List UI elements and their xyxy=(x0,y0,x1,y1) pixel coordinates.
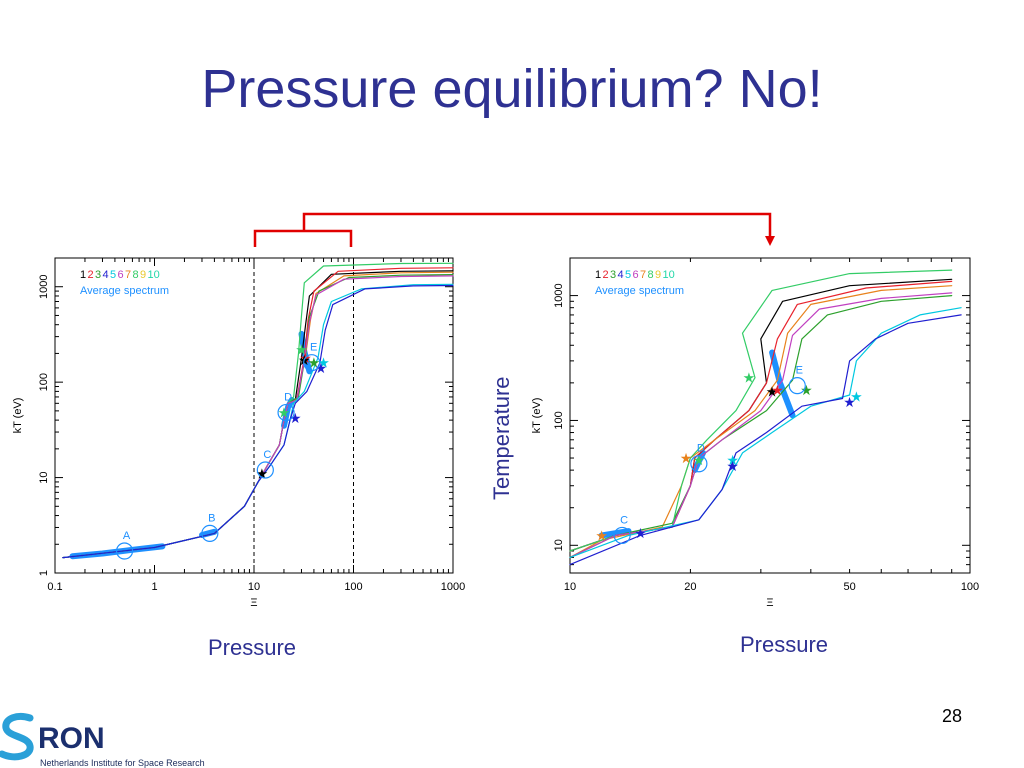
x-tick-label: 0.1 xyxy=(47,581,62,593)
star-marker: ★ xyxy=(843,394,856,410)
star-marker: ★ xyxy=(771,382,784,398)
x-tick-label: 100 xyxy=(961,581,979,593)
annotation-label: A xyxy=(123,530,131,542)
plot-frame xyxy=(569,257,971,574)
x-tick-label: 10 xyxy=(564,581,576,593)
annotation-circle xyxy=(115,542,134,560)
legend-number: 10 xyxy=(663,269,675,281)
average-spectrum-line xyxy=(298,330,313,375)
legend-number: 7 xyxy=(125,269,131,281)
legend-number: 5 xyxy=(625,269,631,281)
sron-logo-subtitle: Netherlands Institute for Space Research xyxy=(40,758,205,768)
x-tick-label: 10 xyxy=(248,581,260,593)
y-axis-label: kT (eV) xyxy=(12,398,24,434)
spectrum-line-6 xyxy=(569,295,953,558)
x-tick-label: 50 xyxy=(843,581,855,593)
spectrum-line-8 xyxy=(569,292,953,558)
y-tick-label: 1000 xyxy=(38,274,50,298)
star-marker: ★ xyxy=(800,382,813,398)
legend-number: 1 xyxy=(80,269,86,281)
x-tick-label: 1 xyxy=(151,581,157,593)
star-marker: ★ xyxy=(680,450,693,466)
average-spectrum-line xyxy=(199,528,218,538)
legend-number: 8 xyxy=(133,269,139,281)
star-marker: ★ xyxy=(308,355,321,371)
star-marker: ★ xyxy=(726,452,739,468)
annotation-label: E xyxy=(310,342,317,354)
star-marker: ★ xyxy=(295,341,308,357)
legend-number: 10 xyxy=(148,269,160,281)
y-tick-label: 1000 xyxy=(553,283,565,307)
x-tick-label: 100 xyxy=(344,581,362,593)
star-marker: ★ xyxy=(743,370,756,386)
annotation-label: D xyxy=(697,443,705,455)
star-marker: ★ xyxy=(317,355,330,371)
y-tick-label: 10 xyxy=(38,471,50,483)
x-tick-label: 1000 xyxy=(441,581,465,593)
annotation-circle xyxy=(201,524,219,543)
star-marker: ★ xyxy=(766,384,779,400)
legend-number: 5 xyxy=(110,269,116,281)
y-tick-label: 1 xyxy=(38,570,50,576)
average-spectrum-line xyxy=(598,528,632,539)
legend-number: 6 xyxy=(118,269,124,281)
y-axis-label: kT (eV) xyxy=(531,398,543,434)
annotation-label: E xyxy=(796,365,803,377)
annotation-label: B xyxy=(208,512,215,524)
annotation-label: C xyxy=(263,449,271,461)
page-number: 28 xyxy=(941,706,962,726)
x-tick-label: 20 xyxy=(684,581,696,593)
star-marker: ★ xyxy=(850,389,863,405)
y-tick-label: 10 xyxy=(553,539,565,551)
x-axis-label: Ξ xyxy=(250,597,257,609)
annotation-circle xyxy=(788,377,806,395)
y-tick-label: 100 xyxy=(38,373,50,391)
legend-average-label: Average spectrum xyxy=(80,285,169,297)
annotation-circle xyxy=(256,461,274,479)
legend-number: 4 xyxy=(618,269,624,281)
spectrum-line-11 xyxy=(62,284,454,559)
legend-number: 1 xyxy=(595,269,601,281)
annotation-circle xyxy=(690,455,708,473)
star-marker: ★ xyxy=(595,527,608,543)
legend-number: 2 xyxy=(88,269,94,281)
sron-logo-wordmark: RON xyxy=(38,722,105,755)
star-marker: ★ xyxy=(726,458,739,474)
slide-title: Pressure equilibrium? No! xyxy=(201,59,823,119)
legend-number: 9 xyxy=(655,269,661,281)
star-marker: ★ xyxy=(634,525,647,541)
x-axis-label: Ξ xyxy=(766,597,773,609)
annotation-label: C xyxy=(620,514,628,526)
annotation-circle xyxy=(277,403,295,422)
bracket-connector-line xyxy=(302,212,772,238)
legend-number: 2 xyxy=(603,269,609,281)
legend-number: 3 xyxy=(610,269,616,281)
bracket-arrow-head xyxy=(765,236,775,246)
legend-number: 3 xyxy=(95,269,101,281)
spectrum-line-5 xyxy=(569,285,953,558)
annotation-label: D xyxy=(284,392,292,404)
spectrum-line-10 xyxy=(569,314,962,566)
left-xaxis-caption: Pressure xyxy=(208,635,297,660)
annotation-circle xyxy=(613,526,631,545)
right-xaxis-caption: Pressure xyxy=(740,632,829,657)
annotation-circle xyxy=(303,354,321,372)
legend-number: 4 xyxy=(103,269,109,281)
y-tick-label: 100 xyxy=(553,411,565,429)
temperature-caption: Temperature xyxy=(489,376,514,500)
legend-number: 9 xyxy=(140,269,146,281)
bracket-left-arm xyxy=(253,229,353,247)
legend-number: 8 xyxy=(648,269,654,281)
legend-average-label: Average spectrum xyxy=(595,285,684,297)
star-marker: ★ xyxy=(278,405,291,421)
star-marker: ★ xyxy=(289,410,302,426)
legend-number: 6 xyxy=(633,269,639,281)
star-marker: ★ xyxy=(315,360,328,376)
sron-logo-s-mark xyxy=(0,712,34,761)
sron-logo: RON xyxy=(0,712,105,761)
legend-number: 7 xyxy=(640,269,646,281)
